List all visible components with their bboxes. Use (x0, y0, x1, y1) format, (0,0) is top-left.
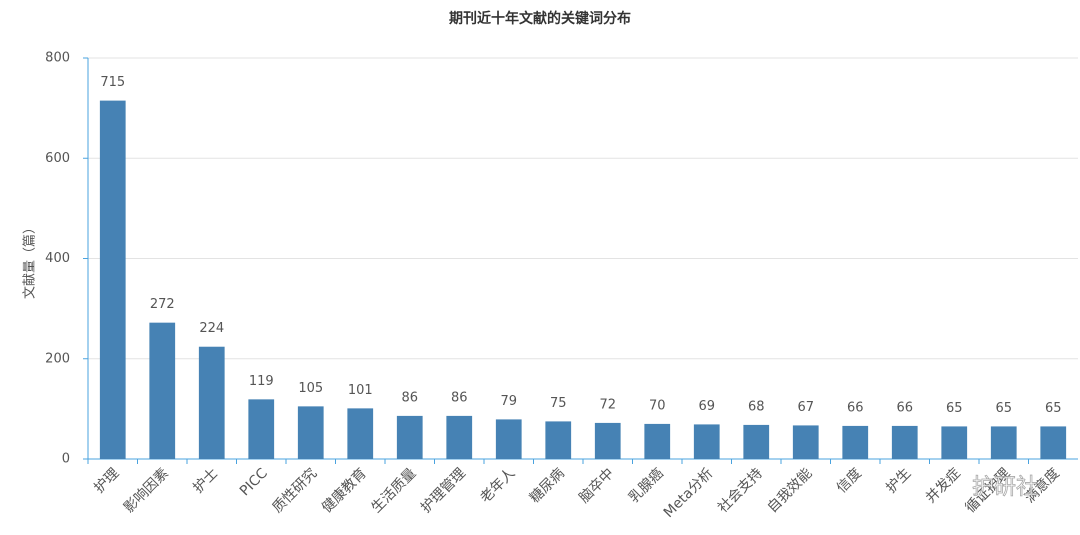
bar (842, 425, 869, 459)
x-tick-label: 社会支持 (715, 465, 766, 516)
x-tick-label: 乳腺癌 (626, 465, 667, 506)
y-tick-label: 200 (45, 351, 70, 366)
value-label: 67 (797, 400, 814, 415)
x-tick-label: 影响因素 (121, 465, 172, 516)
chart-title: 期刊近十年文献的关键词分布 (449, 10, 631, 27)
value-label: 65 (995, 401, 1012, 416)
x-tick-label: 护士 (190, 465, 221, 496)
bar (743, 424, 770, 459)
y-tick-label: 0 (62, 452, 70, 467)
bar (495, 419, 522, 459)
x-tick-label: 护生 (883, 465, 914, 496)
y-tick-label: 400 (45, 251, 70, 266)
x-tick-label: 信度 (834, 465, 865, 496)
x-tick-label: Meta分析 (661, 465, 717, 521)
bar (891, 425, 918, 459)
value-label: 68 (748, 399, 765, 414)
x-tick-label: 自我效能 (764, 465, 815, 516)
value-label: 75 (550, 396, 567, 411)
bar (644, 423, 671, 459)
x-tick-label: 生活质量 (368, 465, 419, 516)
x-tick-label: PICC (237, 465, 271, 499)
bar (792, 425, 819, 459)
x-tick-label: 老年人 (477, 465, 518, 506)
value-label: 65 (1045, 401, 1062, 416)
value-label: 79 (500, 394, 517, 409)
bar (1040, 426, 1067, 459)
value-label: 105 (298, 381, 323, 396)
x-tick-label: 护理管理 (418, 465, 469, 516)
bar (149, 322, 176, 459)
bar (446, 415, 473, 459)
value-label: 66 (847, 400, 864, 415)
value-label: 272 (150, 297, 175, 312)
value-label: 715 (100, 75, 125, 90)
value-label: 86 (451, 390, 468, 405)
x-tick-label: 糖尿病 (527, 465, 568, 506)
value-label: 119 (249, 374, 274, 389)
y-tick-label: 800 (45, 51, 70, 66)
bar (347, 408, 374, 459)
x-tick-label: 脑卒中 (576, 465, 617, 506)
value-label: 101 (348, 383, 373, 398)
value-label: 224 (199, 321, 224, 336)
bar (941, 426, 968, 459)
watermark: 护研社 (972, 475, 1038, 500)
bar (693, 424, 720, 459)
y-tick-label: 600 (45, 151, 70, 166)
value-label: 72 (599, 397, 616, 412)
bar (99, 100, 126, 459)
bar (594, 422, 621, 459)
bar (198, 346, 225, 459)
bar (248, 399, 275, 459)
value-label: 65 (946, 401, 963, 416)
bar (990, 426, 1017, 459)
value-label: 70 (649, 398, 666, 413)
y-axis-label: 文献量（篇） (23, 221, 38, 299)
x-tick-label: 质性研究 (269, 465, 320, 516)
value-label: 66 (896, 400, 913, 415)
bar (396, 415, 423, 459)
bar (545, 421, 572, 459)
x-tick-label: 并发症 (923, 465, 964, 506)
value-label: 69 (698, 399, 715, 414)
x-tick-label: 护理 (91, 465, 122, 496)
bar (297, 406, 324, 459)
x-tick-label: 健康教育 (318, 465, 370, 517)
value-label: 86 (401, 390, 418, 405)
